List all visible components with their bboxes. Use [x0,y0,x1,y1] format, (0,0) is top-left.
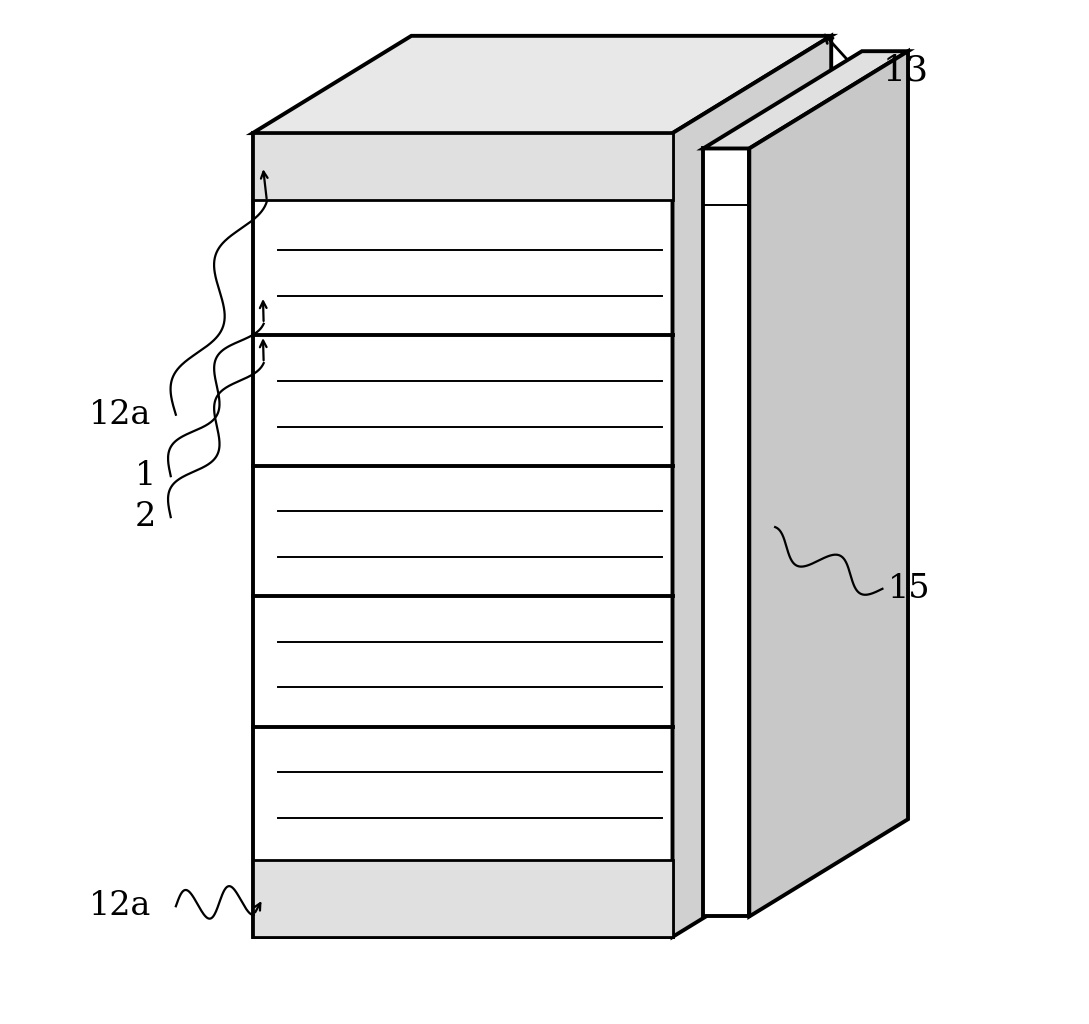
Polygon shape [253,36,831,133]
Text: 12a: 12a [89,890,151,923]
Polygon shape [253,860,673,937]
Polygon shape [253,133,673,200]
Polygon shape [253,133,673,937]
Polygon shape [703,51,908,148]
Polygon shape [749,51,908,916]
Text: 13: 13 [882,53,929,87]
Text: 12a: 12a [89,398,151,431]
Text: 15: 15 [888,572,930,605]
Text: 1: 1 [135,460,156,493]
Text: 2: 2 [135,501,156,534]
Polygon shape [673,36,831,937]
Polygon shape [703,148,749,916]
